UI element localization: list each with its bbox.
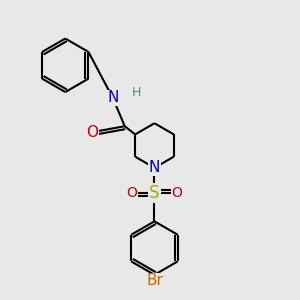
Text: O: O — [86, 125, 98, 140]
Text: N: N — [107, 91, 118, 106]
Text: N: N — [149, 160, 160, 175]
Text: S: S — [149, 184, 160, 202]
Text: H: H — [132, 85, 141, 98]
Text: Br: Br — [146, 273, 163, 288]
Text: O: O — [171, 186, 182, 200]
Text: O: O — [127, 186, 138, 200]
